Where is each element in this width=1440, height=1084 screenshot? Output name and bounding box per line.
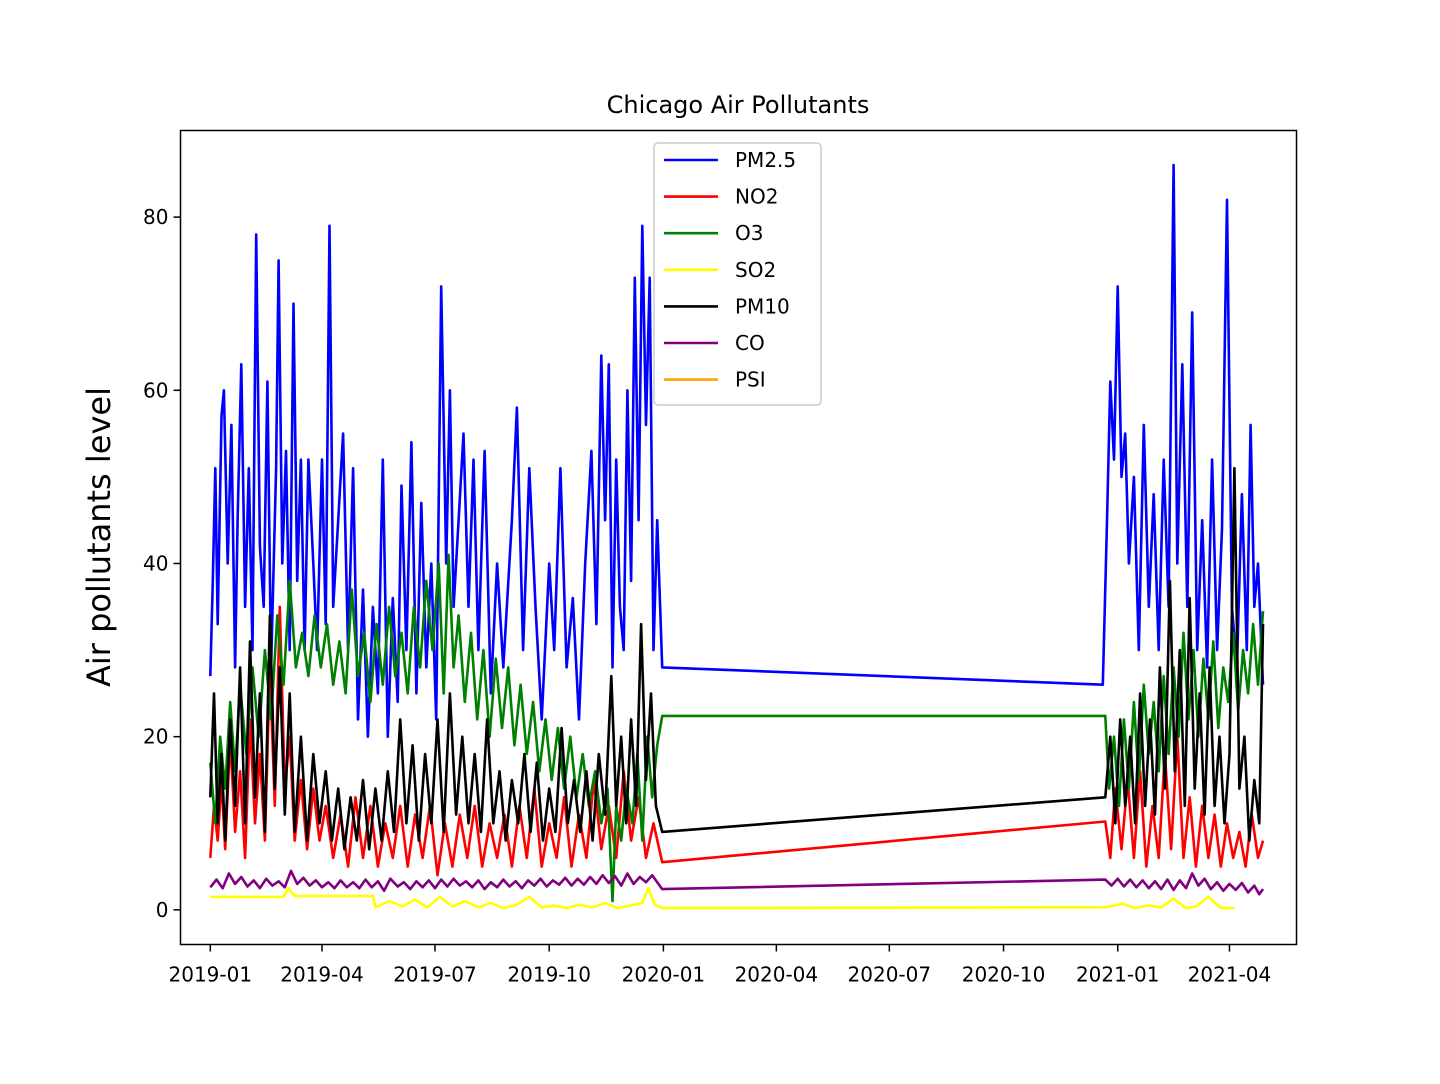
x-tick-label: 2020-01 <box>622 963 706 987</box>
chart-title: Chicago Air Pollutants <box>607 91 870 119</box>
y-axis-label: Air pollutants level <box>80 387 118 687</box>
plot-frame <box>179 129 1298 946</box>
y-tick-label: 60 <box>143 378 168 402</box>
legend-label: NO2 <box>735 185 778 209</box>
legend: PM2.5 NO2 O3 SO2 PM10 CO PSI <box>653 142 822 406</box>
legend-label: SO2 <box>735 258 776 282</box>
x-tick-label: 2019-07 <box>393 963 477 987</box>
x-tick-label: 2021-04 <box>1188 963 1272 987</box>
x-tick-label: 2021-01 <box>1076 963 1160 987</box>
legend-label: CO <box>735 331 765 355</box>
legend-label: O3 <box>735 221 763 245</box>
legend-label: PM10 <box>735 294 790 318</box>
legend-box <box>653 142 822 406</box>
x-tick-label: 2020-10 <box>962 963 1046 987</box>
axes: 0 20 40 60 80 2019-01 2019-04 2019-07 2019-10 202… <box>143 205 1271 986</box>
legend-label: PM2.5 <box>735 148 796 172</box>
legend-label: PSI <box>735 368 766 392</box>
y-tick-label: 20 <box>143 725 168 749</box>
x-tick-label: 2019-10 <box>507 963 591 987</box>
series-line-pm10 <box>209 466 1265 851</box>
x-tick-label: 2019-04 <box>280 963 364 987</box>
series-line-so2 <box>210 886 1235 910</box>
y-tick-label: 0 <box>156 898 169 922</box>
x-tick-label: 2019-01 <box>169 963 253 987</box>
series-layer <box>209 163 1265 910</box>
y-tick-label: 80 <box>143 205 168 229</box>
y-tick-label: 40 <box>143 551 168 575</box>
x-tick-label: 2020-04 <box>735 963 819 987</box>
x-tick-label: 2020-07 <box>848 963 932 987</box>
series-line-co <box>209 869 1265 896</box>
